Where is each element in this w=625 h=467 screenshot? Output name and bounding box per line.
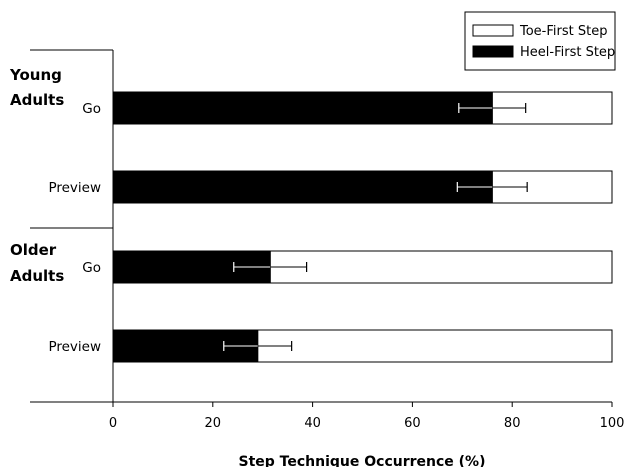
category-labels-layer: Go Preview Go Preview	[48, 101, 101, 355]
legend-swatch-heel-first	[472, 45, 514, 58]
legend: Toe-First Step Heel-First Step	[464, 11, 616, 71]
group-label-2-line-1: Older	[10, 241, 57, 259]
category-label-4: Preview	[48, 339, 101, 355]
error-bar-3	[233, 262, 308, 272]
bars-layer	[112, 91, 613, 363]
error-bar-1	[458, 103, 527, 113]
x-tick-label-40: 40	[304, 416, 321, 431]
category-label-3: Go	[82, 260, 101, 276]
x-tick-label-20: 20	[205, 416, 222, 431]
x-axis-label: Step Technique Occurrence (%)	[239, 454, 486, 467]
legend-label-toe-first: Toe-First Step	[519, 24, 607, 39]
error-bars-layer	[223, 103, 528, 351]
error-bar-2	[456, 182, 528, 192]
bar-toe-first-4	[257, 329, 613, 363]
group-label-1-line-1: Young	[9, 66, 62, 84]
x-tick-label-0: 0	[109, 416, 117, 431]
bar-toe-first-3	[269, 250, 613, 284]
x-ticks-layer: 0 20 40 60 80 100	[109, 402, 625, 431]
error-bar-4	[223, 341, 293, 351]
category-label-1: Go	[82, 101, 101, 117]
legend-label-heel-first: Heel-First Step	[520, 45, 615, 60]
legend-swatch-toe-first	[472, 24, 514, 37]
bar-heel-first-2	[112, 170, 493, 204]
group-label-1-line-2: Adults	[10, 91, 64, 109]
category-label-2: Preview	[48, 180, 101, 196]
group-labels-layer: Young Adults Older Adults	[9, 66, 64, 285]
axes-layer	[30, 49, 612, 403]
x-tick-label-100: 100	[600, 416, 625, 431]
group-label-2-line-2: Adults	[10, 267, 64, 285]
x-tick-label-80: 80	[504, 416, 521, 431]
bar-heel-first-1	[112, 91, 493, 125]
legend-box	[464, 11, 616, 71]
x-tick-label-60: 60	[404, 416, 421, 431]
